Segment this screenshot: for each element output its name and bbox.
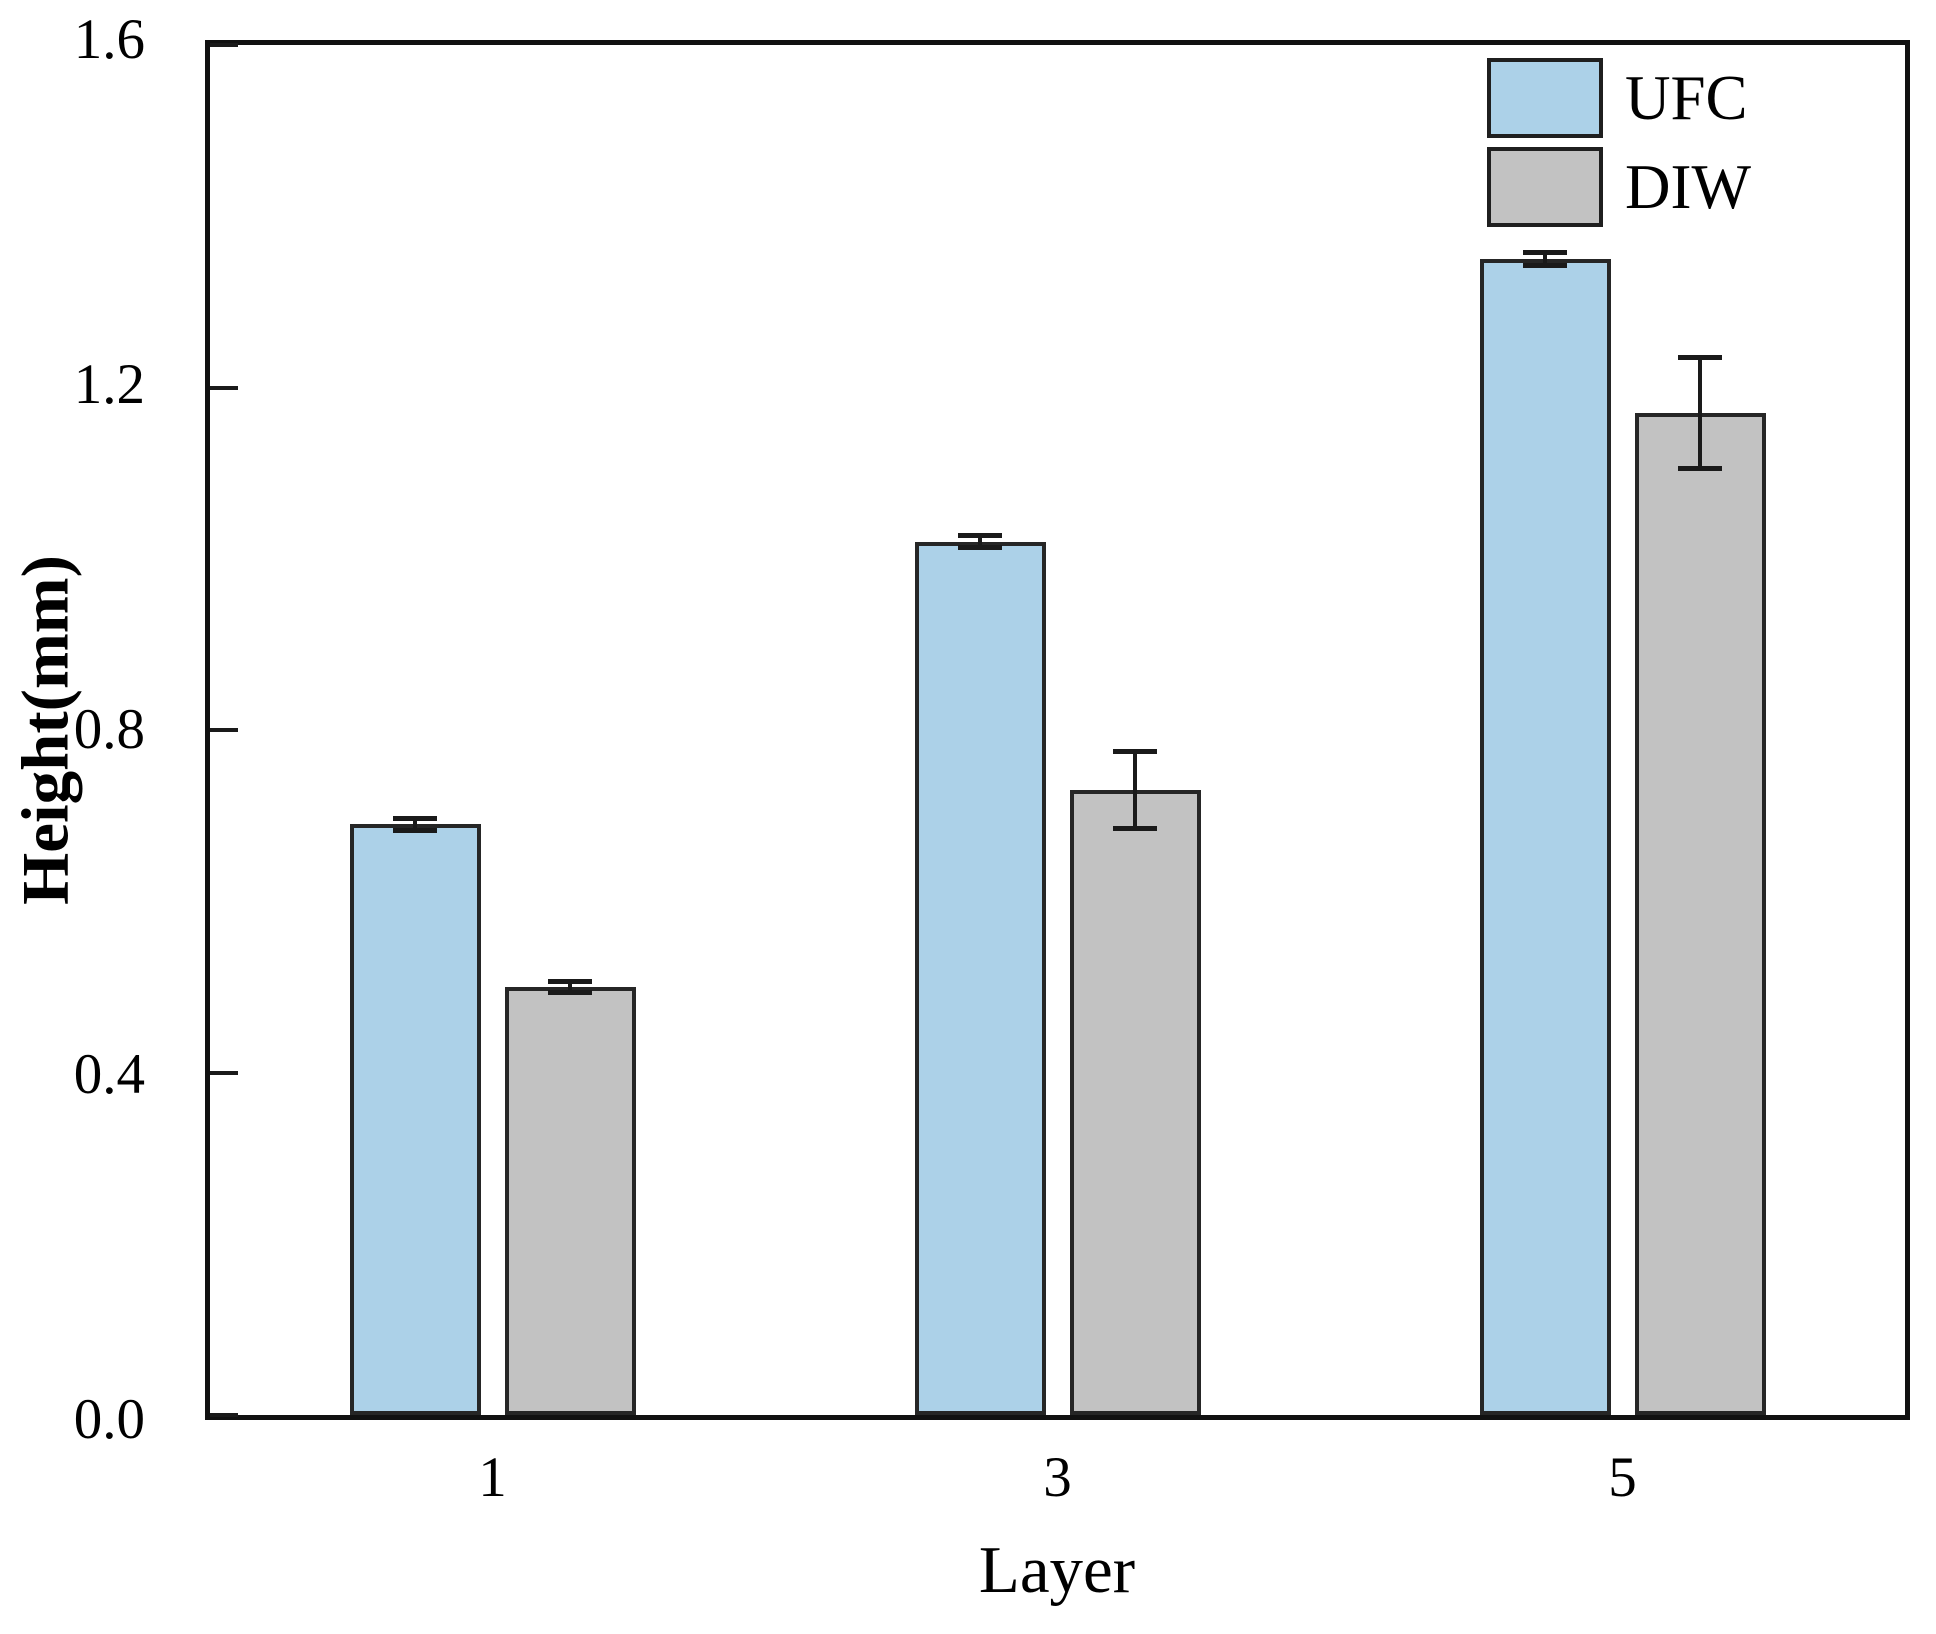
y-tick-label: 0.4 bbox=[73, 1043, 145, 1106]
y-tick-mark bbox=[210, 1070, 238, 1075]
x-axis-title: Layer bbox=[978, 1533, 1136, 1607]
error-bar-diw-layer-3-bottom-cap bbox=[1113, 825, 1157, 831]
error-bar-ufc-layer-1-line bbox=[413, 818, 417, 831]
legend-swatch-diw bbox=[1487, 147, 1603, 227]
y-tick-label: 1.2 bbox=[73, 353, 145, 416]
error-bar-ufc-layer-3-line bbox=[978, 535, 982, 548]
y-axis-tick-labels: 0.0 0.4 0.8 1.2 1.6 bbox=[0, 8, 175, 1451]
y-tick-mark bbox=[210, 43, 238, 47]
error-bar-ufc-layer-5-bottom-cap bbox=[1523, 263, 1567, 269]
error-bar-ufc-layer-3-bottom-cap bbox=[958, 545, 1002, 551]
error-bar-diw-layer-1-line bbox=[568, 981, 572, 993]
y-tick-label: 1.6 bbox=[73, 8, 145, 71]
bar-diw-layer-3 bbox=[1069, 789, 1201, 1415]
bar-diw-layer-5 bbox=[1634, 413, 1766, 1415]
y-tick-mark bbox=[210, 728, 238, 732]
error-bar-diw-layer-1-bottom-cap bbox=[548, 989, 592, 995]
error-bar-ufc-layer-5-top-cap bbox=[1523, 249, 1567, 255]
bar-ufc-layer-3 bbox=[914, 541, 1046, 1415]
legend-label-diw: DIW bbox=[1625, 152, 1751, 222]
bar-ufc-layer-1 bbox=[349, 824, 481, 1415]
legend: UFC DIW bbox=[1487, 58, 1751, 236]
error-bar-ufc-layer-1-top-cap bbox=[393, 815, 437, 821]
x-tick-label-layer-5: 5 bbox=[1608, 1446, 1637, 1509]
error-bar-diw-layer-5-top-cap bbox=[1678, 355, 1722, 361]
error-bar-ufc-layer-3-top-cap bbox=[958, 533, 1002, 539]
error-bar-ufc-layer-1-bottom-cap bbox=[393, 827, 437, 833]
y-tick-label: 0.8 bbox=[73, 698, 145, 761]
error-bar-diw-layer-5-bottom-cap bbox=[1678, 466, 1722, 472]
plot-area: UFC DIW bbox=[205, 40, 1910, 1420]
x-tick-label-layer-1: 1 bbox=[478, 1446, 507, 1509]
error-bar-diw-layer-3-top-cap bbox=[1113, 748, 1157, 754]
bar-ufc-layer-5 bbox=[1479, 259, 1611, 1415]
error-bar-diw-layer-1-top-cap bbox=[548, 979, 592, 985]
y-tick-mark bbox=[210, 1413, 238, 1417]
error-bar-diw-layer-3-line bbox=[1133, 751, 1137, 829]
y-tick-label: 0.0 bbox=[73, 1388, 145, 1451]
legend-swatch-ufc bbox=[1487, 58, 1603, 138]
legend-item-diw: DIW bbox=[1487, 147, 1751, 227]
error-bar-diw-layer-5-line bbox=[1698, 357, 1702, 469]
legend-item-ufc: UFC bbox=[1487, 58, 1751, 138]
error-bar-ufc-layer-5-line bbox=[1543, 252, 1547, 266]
x-tick-label-layer-3: 3 bbox=[1043, 1446, 1072, 1509]
bar-diw-layer-1 bbox=[504, 986, 636, 1415]
legend-label-ufc: UFC bbox=[1625, 63, 1748, 133]
y-tick-mark bbox=[210, 385, 238, 390]
